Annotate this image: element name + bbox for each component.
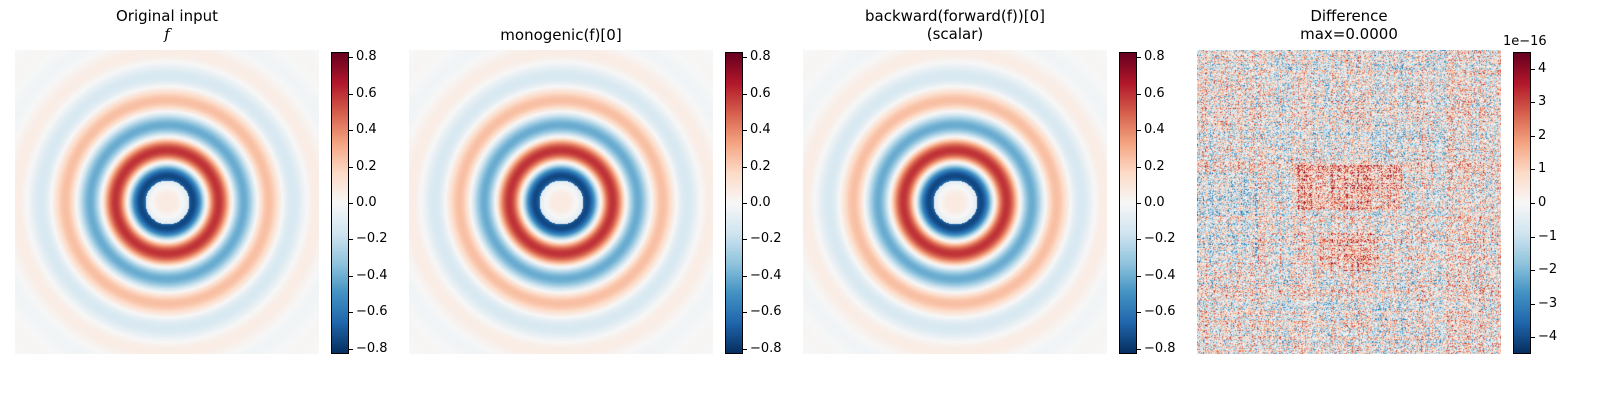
colorbar-tick-label: 0.2 [1144,159,1165,174]
colorbar-tick-label: 0.6 [750,86,771,101]
colorbar-tick-mark [1531,69,1535,70]
colorbar-tick-label: 0.6 [356,86,377,101]
colorbar-tick-label: −4 [1538,329,1558,344]
colorbar-tick-mark [1137,203,1141,204]
colorbar-tick-label: 0.6 [1144,86,1165,101]
colorbar-tick-label: −0.4 [356,268,388,283]
colorbar-tick-mark [743,94,747,95]
colorbar-tick-label: −2 [1538,262,1558,277]
colorbar-tick-label: 0.4 [1144,122,1165,137]
colorbar-tick-mark [1137,239,1141,240]
colorbar-tick-label: −0.6 [356,304,388,319]
panel-title: monogenic(f)[0] [369,26,753,44]
colorbar [331,52,349,354]
panel-title-text: Difference [1310,7,1388,25]
colorbar-tick-mark [349,167,353,168]
colorbar-tick-mark [349,130,353,131]
colorbar-tick-label: 0.4 [750,122,771,137]
colorbar-tick-mark [1137,167,1141,168]
colorbar-tick-label: −3 [1538,296,1558,311]
colorbar-tick-mark [743,239,747,240]
colorbar-tick-mark [349,239,353,240]
colorbar-tick-label: 0.4 [356,122,377,137]
heatmap-image [803,50,1107,354]
colorbar-tick-mark [1531,102,1535,103]
colorbar-tick-mark [349,203,353,204]
colorbar-tick-label: 0.0 [1144,195,1165,210]
colorbar-tick-mark [1137,312,1141,313]
heatmap-image [409,50,713,354]
panel-title-text: monogenic(f)[0] [500,26,622,44]
colorbar-tick-mark [1531,136,1535,137]
colorbar [725,52,743,354]
colorbar-tick-label: −0.4 [1144,268,1176,283]
colorbar-tick-mark [1531,337,1535,338]
colorbar-tick-label: 0.0 [750,195,771,210]
colorbar-tick-label: −1 [1538,229,1558,244]
colorbar-tick-mark [1531,237,1535,238]
colorbar-tick-mark [1137,94,1141,95]
colorbar [1119,52,1137,354]
panel-title: Difference max=0.0000 [1157,7,1541,43]
panel-title: Original input f [0,7,359,43]
colorbar-tick-mark [349,349,353,350]
heatmap-image [15,50,319,354]
colorbar-tick-mark [1531,169,1535,170]
colorbar-tick-mark [1531,203,1535,204]
colorbar-tick-mark [1137,349,1141,350]
colorbar-tick-label: −0.8 [750,341,782,356]
colorbar-tick-mark [1137,276,1141,277]
heatmap-image [1197,50,1501,354]
panel-title: backward(forward(f))[0] (scalar) [763,7,1147,43]
colorbar-tick-mark [349,94,353,95]
colorbar-tick-label: 3 [1538,94,1547,109]
colorbar-tick-label: −0.8 [1144,341,1176,356]
colorbar-tick-label: −0.6 [1144,304,1176,319]
panel-subtitle-text: f [164,25,170,43]
colorbar-tick-mark [1137,57,1141,58]
colorbar-tick-label: 0.8 [750,49,771,64]
colorbar-offset-text: 1e−16 [1503,34,1547,49]
colorbar-tick-label: −0.2 [1144,231,1176,246]
colorbar-tick-label: 2 [1538,128,1547,143]
panel-subtitle-text: max=0.0000 [1300,25,1398,43]
colorbar-tick-mark [743,349,747,350]
panel-title-text: backward(forward(f))[0] [865,7,1045,25]
colorbar-tick-label: 1 [1538,161,1547,176]
colorbar-tick-mark [349,57,353,58]
colorbar-tick-label: 4 [1538,61,1547,76]
colorbar-tick-label: 0.8 [1144,49,1165,64]
colorbar-tick-label: −0.8 [356,341,388,356]
colorbar-tick-label: 0 [1538,195,1547,210]
panel-title-text: Original input [115,7,219,25]
colorbar-tick-label: −0.6 [750,304,782,319]
colorbar-tick-mark [1531,270,1535,271]
colorbar-tick-mark [743,167,747,168]
colorbar [1513,52,1531,354]
colorbar-tick-mark [743,203,747,204]
colorbar-tick-label: 0.2 [750,159,771,174]
colorbar-tick-label: −0.2 [750,231,782,246]
colorbar-tick-label: −0.4 [750,268,782,283]
colorbar-tick-mark [1137,130,1141,131]
colorbar-tick-label: 0.8 [356,49,377,64]
colorbar-tick-mark [349,276,353,277]
colorbar-tick-mark [743,130,747,131]
colorbar-tick-mark [1531,304,1535,305]
colorbar-tick-mark [349,312,353,313]
colorbar-tick-mark [743,312,747,313]
colorbar-tick-mark [743,276,747,277]
panel-subtitle-text: (scalar) [926,25,984,43]
colorbar-tick-label: 0.0 [356,195,377,210]
colorbar-tick-label: 0.2 [356,159,377,174]
colorbar-tick-label: −0.2 [356,231,388,246]
colorbar-tick-mark [743,57,747,58]
